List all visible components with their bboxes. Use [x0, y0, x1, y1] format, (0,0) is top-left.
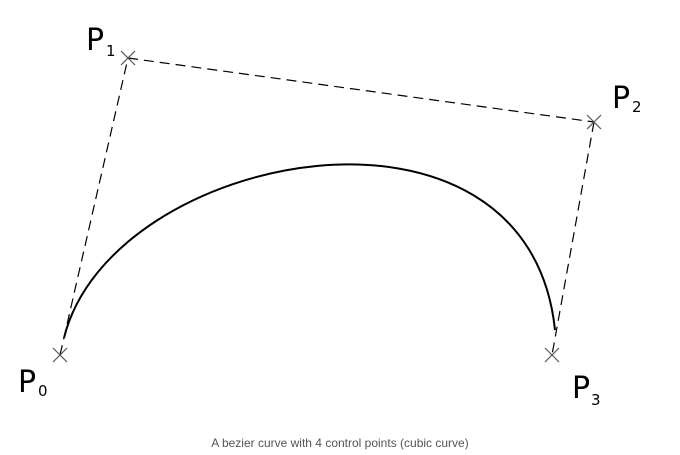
guide-p0-p1 [59, 57, 129, 356]
marker-p3 [544, 347, 560, 363]
guide-p2-p3 [551, 121, 595, 356]
bezier-curve [63, 163, 556, 339]
marker-p0 [52, 347, 68, 363]
control-polygon [59, 57, 595, 356]
svg-text:P: P [572, 371, 590, 406]
figure-caption: A bezier curve with 4 control points (cu… [211, 436, 469, 450]
svg-text:0: 0 [38, 382, 48, 400]
svg-text:P: P [18, 365, 36, 400]
svg-text:P: P [612, 81, 630, 116]
point-label-p0: P 0 [18, 365, 48, 400]
marker-p2 [586, 114, 602, 130]
svg-text:P: P [86, 23, 104, 58]
marker-p1 [120, 50, 136, 66]
point-label-p1: P 1 [86, 23, 116, 60]
svg-text:3: 3 [591, 391, 601, 409]
bezier-diagram: P 0 P 1 P 2 P 3 [18, 23, 642, 409]
svg-text:2: 2 [632, 98, 642, 116]
guide-p1-p2 [127, 57, 595, 123]
control-point-markers [52, 50, 602, 363]
point-label-p3: P 3 [572, 371, 601, 409]
point-label-p2: P 2 [612, 81, 642, 116]
svg-text:1: 1 [106, 42, 116, 60]
